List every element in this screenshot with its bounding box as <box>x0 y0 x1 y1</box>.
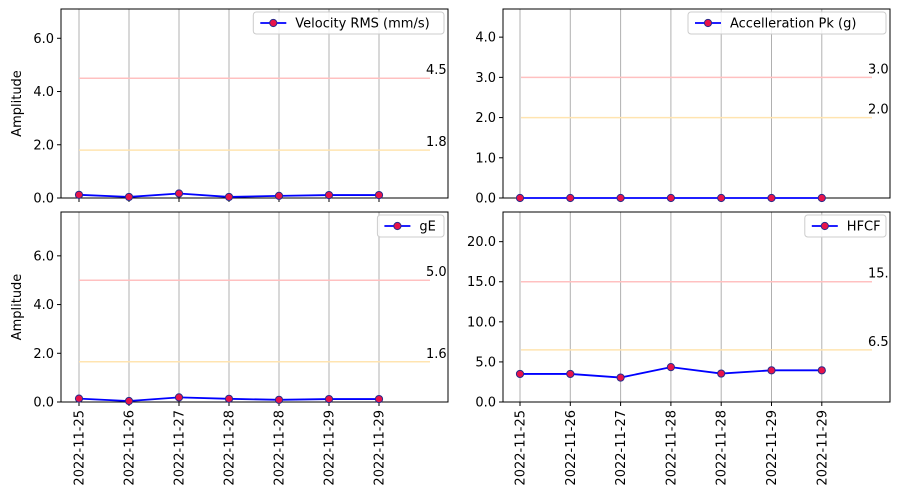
chart-panel-3: 5.0 1.6 0.0 2.0 4.0 6.0 2022-11-25 2022-11-26 20… <box>10 211 449 486</box>
data-point <box>817 366 826 375</box>
y-tick-label: 4.0 <box>33 85 54 100</box>
x-tick-label: 2022-11-25 <box>514 410 529 486</box>
y-tick-label: 4.0 <box>33 298 54 313</box>
plot-frame <box>60 211 449 403</box>
data-point <box>74 394 84 403</box>
data-point <box>374 394 384 404</box>
y-tick-label: 1.0 <box>475 151 496 166</box>
legend: Accelleration Pk (g) <box>687 11 887 35</box>
y-tick-label: 5.0 <box>475 355 496 370</box>
legend-label: gE <box>419 220 435 235</box>
data-point <box>324 190 334 200</box>
data-point <box>616 193 625 203</box>
x-tick-label: 2022-11-27 <box>173 410 188 486</box>
data-point <box>817 193 826 203</box>
data-point <box>566 193 575 203</box>
y-tick-label: 0.0 <box>33 192 54 207</box>
legend-box <box>376 214 445 238</box>
data-point <box>515 369 525 379</box>
data-point <box>666 193 676 203</box>
threshold-label: 3.0 <box>868 62 889 77</box>
chart-panel-1: 4.5 1.8 0.0 2.0 4.0 6.0 Amplitude Velocity RMS … <box>10 8 449 207</box>
data-point <box>174 393 184 402</box>
plot-frame <box>502 211 891 403</box>
data-point <box>124 192 134 202</box>
y-tick-label: 2.0 <box>33 347 54 362</box>
y-tick-label: 0.0 <box>475 192 496 207</box>
threshold-label: 1.6 <box>426 347 447 362</box>
threshold-label: 4.5 <box>426 63 447 78</box>
y-tick-label: 6.0 <box>33 32 54 47</box>
data-point <box>224 192 234 202</box>
legend-box <box>687 11 887 35</box>
y-tick-label: 20.0 <box>467 235 496 250</box>
x-tick-label: 2022-11-29 <box>815 410 830 486</box>
legend-marker-swatch <box>269 18 278 28</box>
data-point <box>666 363 676 372</box>
x-tick-label: 2022-11-29 <box>765 410 780 486</box>
data-point <box>274 395 284 404</box>
y-tick-label: 6.0 <box>33 249 54 264</box>
legend-marker-swatch <box>393 221 402 231</box>
legend-marker-swatch <box>703 18 713 28</box>
legend-box <box>252 11 445 35</box>
legend-label: Velocity RMS (mm/s) <box>295 17 429 32</box>
y-tick-label: 10.0 <box>467 315 496 330</box>
y-tick-label: 4.0 <box>475 31 496 46</box>
legend: gE <box>376 214 445 238</box>
x-tick-label: 2022-11-29 <box>373 410 388 486</box>
legend: HFCF <box>804 214 887 238</box>
data-point <box>767 366 776 375</box>
data-point <box>767 193 776 203</box>
data-point <box>174 189 184 198</box>
x-tick-label: 2022-11-28 <box>664 410 679 486</box>
data-point <box>124 396 134 406</box>
threshold-label: 2.0 <box>868 103 889 118</box>
y-axis-label: Amplitude <box>10 274 25 341</box>
data-point <box>274 191 284 200</box>
x-tick-label: 2022-11-27 <box>614 410 629 486</box>
x-tick-label: 2022-11-29 <box>323 410 338 486</box>
x-tick-label: 2022-11-28 <box>223 410 238 486</box>
legend-box <box>804 214 887 238</box>
y-tick-label: 2.0 <box>475 111 496 126</box>
x-tick-label: 2022-11-26 <box>564 410 579 486</box>
x-tick-label: 2022-11-28 <box>273 410 288 486</box>
chart-panel-4: 15. 6.5 0.0 5.0 10.0 15.0 20.0 2022-11-25 2022-1… <box>467 211 891 486</box>
data-point <box>566 369 575 379</box>
data-point <box>374 190 384 200</box>
data-point <box>616 373 625 382</box>
x-tick-label: 2022-11-28 <box>715 410 730 486</box>
legend: Velocity RMS (mm/s) <box>252 11 445 35</box>
y-axis-label: Amplitude <box>10 70 25 137</box>
plot-frame <box>502 8 891 199</box>
y-tick-label: 0.0 <box>33 396 54 411</box>
threshold-label: 15. <box>868 267 889 282</box>
y-tick-label: 0.0 <box>475 396 496 411</box>
legend-label: HFCF <box>847 220 881 235</box>
y-tick-label: 15.0 <box>467 275 496 290</box>
legend-label: Accelleration Pk (g) <box>730 17 856 32</box>
x-tick-label: 2022-11-25 <box>73 410 88 486</box>
threshold-label: 6.5 <box>868 335 889 350</box>
threshold-label: 5.0 <box>426 265 447 280</box>
data-point <box>717 369 726 378</box>
legend-marker-swatch <box>820 221 829 231</box>
data-point <box>74 190 84 199</box>
x-tick-label: 2022-11-26 <box>123 410 138 486</box>
data-point <box>717 193 726 203</box>
data-point <box>324 394 334 404</box>
threshold-label: 1.8 <box>426 135 447 150</box>
data-point <box>515 193 525 203</box>
data-point <box>224 394 234 403</box>
y-tick-label: 2.0 <box>33 138 54 153</box>
chart-panel-2: 3.0 2.0 0.0 1.0 2.0 3.0 4.0 Accelleration Pk (g… <box>475 8 891 207</box>
plot-frame <box>60 8 449 199</box>
y-tick-label: 3.0 <box>475 71 496 86</box>
